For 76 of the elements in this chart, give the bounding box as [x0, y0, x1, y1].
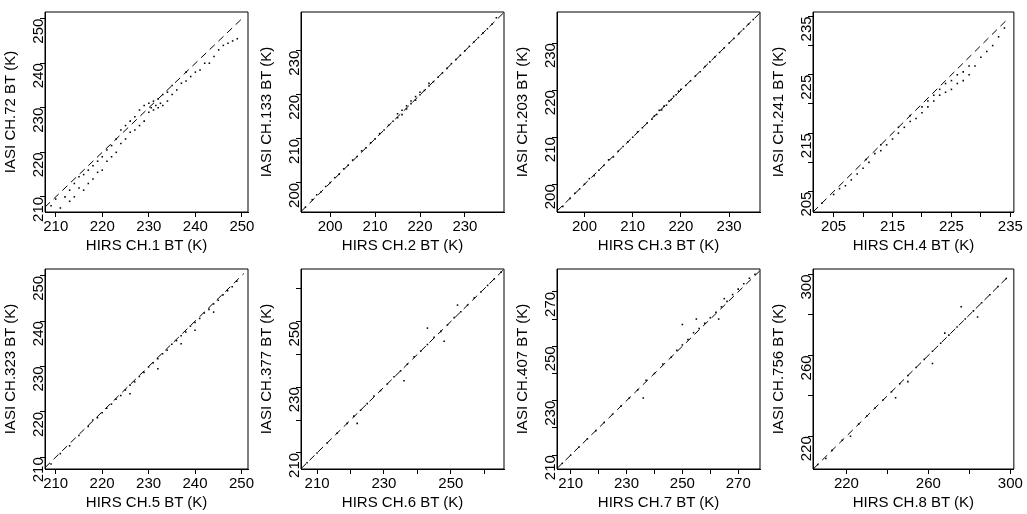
x-axis-title: HIRS CH.4 BT (K)	[852, 236, 975, 254]
x-tick-label: 235	[997, 217, 1023, 235]
x-tick-label: 215	[880, 217, 906, 235]
x-tick-label: 270	[725, 474, 751, 492]
y-tick-label: 220	[29, 152, 47, 178]
y-tick-label: 220	[541, 90, 559, 116]
x-tick-label: 220	[407, 217, 433, 235]
y-axis-title: IASI CH.241 BT (K)	[769, 46, 787, 178]
x-tick-label: 240	[182, 474, 208, 492]
x-tick-label: 230	[614, 474, 640, 492]
x-tick-label: 240	[182, 217, 208, 235]
y-tick-label: 250	[285, 321, 303, 347]
x-tick-label: 250	[228, 474, 255, 492]
x-axis-title: HIRS CH.8 BT (K)	[852, 493, 975, 511]
y-tick-label: 260	[797, 355, 815, 381]
y-axis-title: IASI CH.323 BT (K)	[1, 303, 19, 435]
x-tick-label: 210	[558, 474, 584, 492]
x-tick-label: 230	[716, 217, 742, 235]
x-tick-label: 300	[997, 474, 1023, 492]
y-tick-label: 230	[285, 50, 303, 76]
y-tick-label: 230	[541, 43, 559, 69]
y-tick-label: 240	[29, 63, 47, 89]
y-tick-label: 300	[797, 274, 815, 300]
x-tick-label: 230	[452, 217, 478, 235]
x-tick-label: 220	[89, 217, 115, 235]
x-tick-label: 250	[229, 217, 255, 235]
y-axis-title: IASI CH.377 BT (K)	[257, 303, 275, 435]
x-tick-label: 220	[89, 474, 115, 492]
x-tick-label: 210	[43, 474, 69, 492]
y-tick-label: 220	[797, 436, 815, 462]
x-axis-title: HIRS CH.3 BT (K)	[597, 236, 720, 254]
y-axis-title: IASI CH.133 BT (K)	[257, 46, 275, 178]
y-tick-label: 220	[285, 94, 303, 120]
y-tick-label: 210	[541, 137, 559, 163]
y-tick-label: 270	[541, 291, 559, 317]
x-tick-label: 210	[362, 217, 388, 235]
y-tick-label: 230	[285, 387, 303, 413]
x-axis-title: HIRS CH.6 BT (K)	[341, 493, 464, 511]
x-tick-label: 200	[571, 217, 597, 235]
y-axis-title: IASI CH.72 BT (K)	[1, 50, 19, 174]
y-axis-title: IASI CH.407 BT (K)	[513, 303, 531, 435]
x-tick-label: 210	[304, 474, 330, 492]
x-axis-title: HIRS CH.5 BT (K)	[85, 493, 208, 511]
x-tick-label: 210	[620, 217, 646, 235]
x-axis-title: HIRS CH.2 BT (K)	[341, 236, 464, 254]
y-tick-label: 250	[29, 275, 47, 301]
y-tick-label: 200	[541, 184, 559, 210]
x-tick-label: 230	[136, 217, 162, 235]
y-tick-label: 250	[541, 346, 559, 372]
y-axis-title: IASI CH.203 BT (K)	[513, 46, 531, 178]
x-tick-label: 230	[371, 474, 397, 492]
x-tick-label: 210	[43, 217, 69, 235]
y-tick-label: 230	[29, 107, 47, 133]
y-tick-label: 220	[29, 411, 47, 437]
x-axis-title: HIRS CH.7 BT (K)	[597, 493, 720, 511]
y-tick-label: 200	[285, 182, 303, 208]
y-tick-label: 225	[797, 74, 815, 100]
x-tick-label: 230	[136, 474, 162, 492]
y-tick-label: 240	[29, 321, 47, 347]
y-tick-label: 230	[29, 366, 47, 392]
y-tick-label: 210	[285, 138, 303, 164]
x-tick-label: 225	[938, 217, 964, 235]
x-axis-title: HIRS CH.1 BT (K)	[85, 236, 208, 254]
x-tick-label: 200	[317, 217, 343, 235]
x-tick-label: 205	[821, 217, 847, 235]
y-tick-label: 230	[541, 400, 559, 426]
y-tick-label: 235	[797, 16, 815, 42]
y-axis-title: IASI CH.756 BT (K)	[769, 303, 787, 435]
x-tick-label: 220	[668, 217, 694, 235]
x-tick-label: 260	[915, 474, 941, 492]
x-tick-label: 250	[438, 474, 464, 492]
x-tick-label: 220	[833, 474, 859, 492]
x-tick-label: 250	[669, 474, 695, 492]
y-tick-label: 205	[797, 191, 815, 217]
y-tick-label: 215	[797, 133, 815, 159]
y-tick-label: 250	[29, 18, 47, 44]
